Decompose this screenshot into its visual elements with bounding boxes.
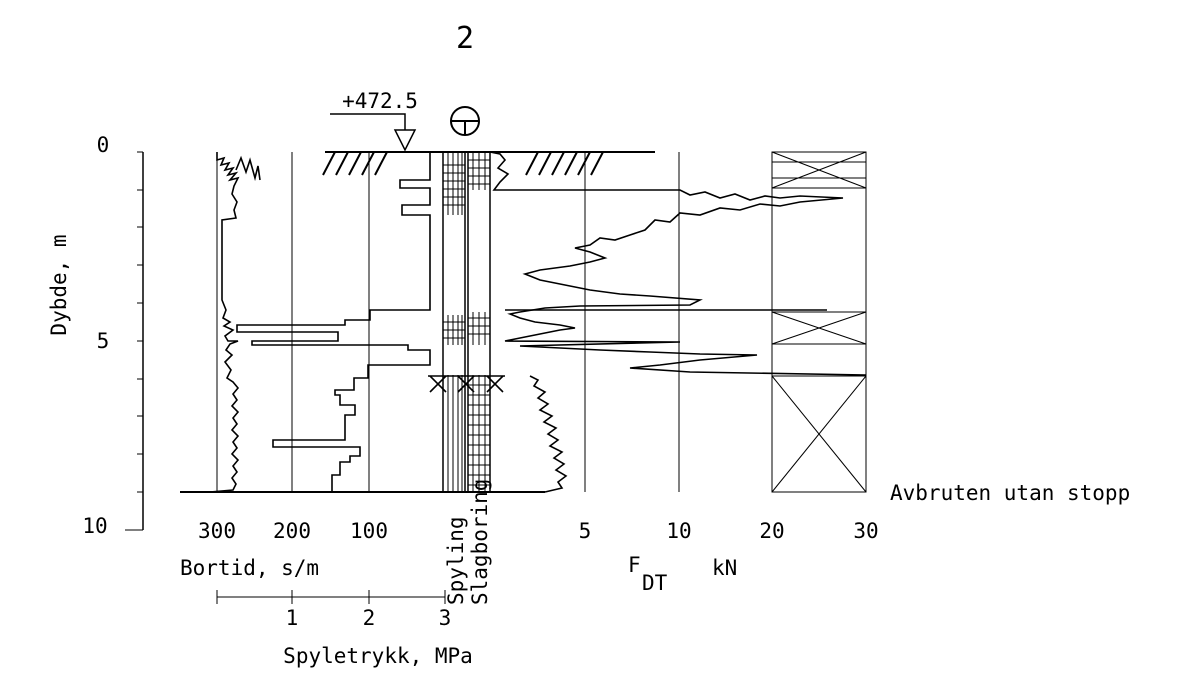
depth-tick-5: 5: [97, 329, 110, 353]
elevation-label: +472.5: [342, 89, 418, 113]
bortid-tick-300: 300: [198, 519, 236, 543]
force-axis-subscript: DT: [642, 571, 668, 595]
force-axis-title: F: [628, 553, 641, 577]
force-axis-unit: kN: [712, 556, 737, 580]
spyling-column: [442, 151, 466, 493]
fdt-curve-lower: [529, 375, 568, 493]
elevation-triangle: [393, 129, 417, 152]
method-symbol-icon: [450, 106, 480, 136]
stop-text: Avbruten utan stopp: [890, 481, 1130, 505]
bortid-tick-100: 100: [350, 519, 388, 543]
bortid-tick-200: 200: [273, 519, 311, 543]
spyletrykk-axis: [216, 590, 446, 604]
force-range-boxes: [771, 151, 867, 493]
slagboring-label: Slagboring: [468, 479, 492, 605]
borehole-number: 2: [456, 21, 474, 56]
spyletrykk-axis-title: Spyletrykk, MPa: [283, 644, 473, 668]
spyletrykk-tick-3: 3: [439, 606, 452, 630]
depth-tick-0: 0: [97, 133, 110, 157]
spyletrykk-tick-1: 1: [286, 606, 299, 630]
depth-tick-10: 10: [82, 514, 107, 538]
slagboring-column: [467, 151, 491, 493]
depth-axis-title: Dybde, m: [47, 234, 71, 335]
force-tick-10: 10: [666, 519, 691, 543]
spyletrykk-curve: [236, 152, 431, 492]
spyletrykk-tick-2: 2: [363, 606, 376, 630]
grid-lines: [216, 152, 680, 492]
fdt-curve: [489, 151, 867, 376]
ground-surface: [322, 151, 655, 176]
spyling-label: Spyling: [444, 516, 468, 605]
bortid-axis-title: Bortid, s/m: [180, 556, 319, 580]
force-tick-5: 5: [579, 519, 592, 543]
bortid-curve: [209, 152, 240, 493]
depth-axis: [125, 151, 144, 531]
rock-marker-icon: [428, 375, 505, 393]
force-tick-30: 30: [853, 519, 878, 543]
elevation-leader: [330, 113, 406, 130]
force-tick-20: 20: [759, 519, 784, 543]
bortid-curve-top: [235, 155, 261, 182]
